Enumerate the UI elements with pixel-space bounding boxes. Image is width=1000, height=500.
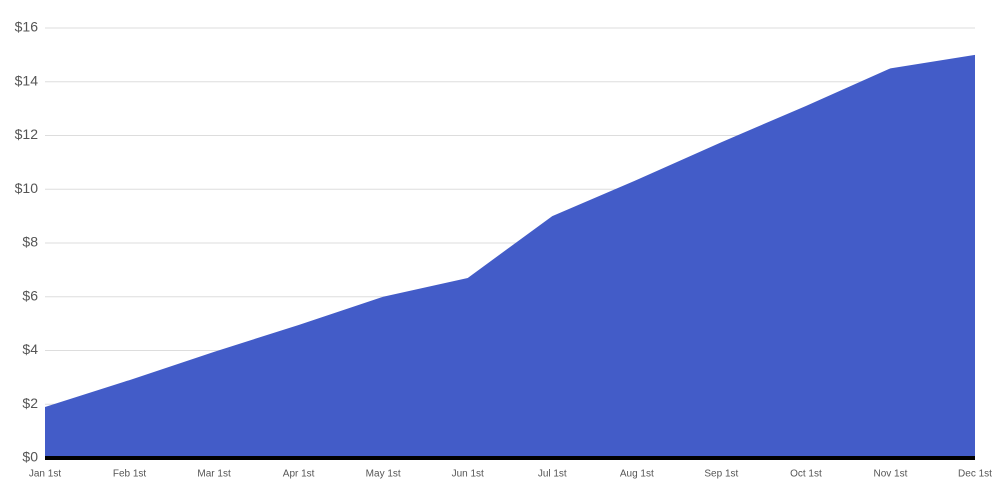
y-tick-label: $8 [22,234,38,250]
y-tick-label: $10 [15,180,39,196]
x-tick-label: Jul 1st [538,469,567,480]
area [45,54,975,458]
x-tick-label: Nov 1st [874,469,908,480]
y-tick-label: $6 [22,287,38,303]
x-tick-label: Feb 1st [113,469,147,480]
y-tick-label: $0 [22,449,38,465]
x-tick-label: Sep 1st [704,469,738,480]
y-tick-label: $12 [15,126,39,142]
y-tick-label: $4 [22,341,38,357]
x-tick-label: Aug 1st [620,469,654,480]
x-tick-label: Oct 1st [790,469,822,480]
x-tick-label: Mar 1st [197,469,231,480]
y-tick-label: $2 [22,395,38,411]
x-tick-label: Jan 1st [29,469,61,480]
y-tick-label: $14 [15,72,39,88]
x-tick-label: May 1st [366,469,401,480]
x-tick-label: Apr 1st [283,469,315,480]
y-tick-label: $16 [15,19,39,35]
x-tick-label: Dec 1st [958,469,992,480]
x-tick-label: Jun 1st [452,469,484,480]
